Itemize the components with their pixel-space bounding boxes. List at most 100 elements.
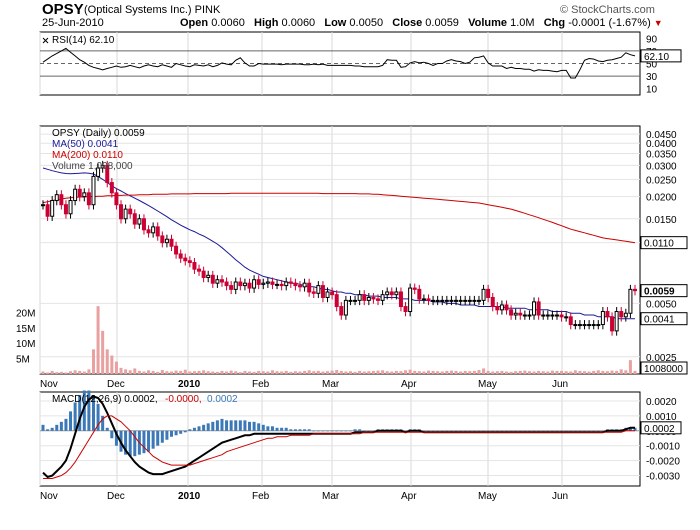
candle-body <box>96 167 101 177</box>
candle-body <box>151 226 156 234</box>
candle-body <box>348 299 353 302</box>
volume-bar <box>422 371 426 374</box>
volume-bar <box>275 371 279 374</box>
price-legend-item: OPSY (Daily) 0.0059 <box>52 128 145 139</box>
price-panel <box>39 125 641 375</box>
candle-body <box>155 226 160 237</box>
volume-bar <box>234 371 238 374</box>
volume-bar <box>573 370 577 374</box>
candle-body <box>444 299 449 302</box>
volume-bar <box>550 370 554 374</box>
macd-histogram-bar <box>518 430 522 432</box>
candle-body <box>169 238 174 247</box>
price-legend-item: MA(200) 0.0110 <box>52 150 123 161</box>
volume-bar <box>192 371 196 374</box>
macd-histogram-bar <box>569 430 573 432</box>
stat-close-label: Close 0.0059 <box>392 17 459 29</box>
volume-tick-label: 15M <box>16 324 35 335</box>
volume-bar <box>394 370 398 374</box>
candle-body <box>174 245 179 255</box>
volume-bar <box>560 370 564 374</box>
candle-body <box>307 282 312 293</box>
volume-bar <box>532 371 536 374</box>
macd-histogram-bar <box>165 430 169 440</box>
candle-body <box>50 200 55 217</box>
macd-histogram-bar <box>91 394 95 431</box>
volume-bar <box>348 371 352 374</box>
volume-bar <box>587 371 591 374</box>
macd-histogram-bar <box>440 430 444 432</box>
volume-bar <box>202 370 206 374</box>
candle-body <box>261 282 266 285</box>
macd-histogram-bar <box>527 430 531 432</box>
ticker-symbol: OPSY <box>42 1 84 18</box>
candle-body <box>454 299 459 302</box>
macd-histogram-bar <box>344 430 348 432</box>
volume-bar <box>449 370 453 374</box>
macd-histogram-bar <box>87 390 91 431</box>
macd-histogram-bar <box>215 420 219 431</box>
macd-histogram-bar <box>101 415 105 431</box>
macd-histogram-bar <box>495 430 499 432</box>
macd-histogram-bar <box>330 430 334 432</box>
volume-bar <box>69 371 73 374</box>
macd-histogram-bar <box>505 430 509 432</box>
rsi-tick-label: 30 <box>646 72 658 83</box>
quote-stats: Open 0.0060 High 0.0060 Low 0.0050 Close… <box>180 17 663 29</box>
volume-bar <box>583 371 587 374</box>
volume-bar <box>165 371 169 374</box>
macd-histogram-bar <box>156 430 160 446</box>
candle-body <box>320 285 325 298</box>
volume-bar <box>454 370 458 374</box>
macd-histogram-bar <box>321 430 325 432</box>
volume-bar <box>137 370 141 374</box>
volume-bar <box>339 370 343 374</box>
candle-body <box>63 204 68 215</box>
volume-bar <box>206 371 210 374</box>
watermark[interactable]: © StockCharts.com <box>560 4 655 16</box>
macd-tick-label: -0.0010 <box>646 442 680 453</box>
volume-bar <box>463 370 467 374</box>
macd-histogram-bar <box>555 430 559 432</box>
macd-histogram-bar <box>449 430 453 432</box>
volume-tick-label: 20M <box>16 308 35 319</box>
volume-bar <box>404 370 408 374</box>
candle-body <box>605 311 610 318</box>
rsi-legend: RSI(14) 62.10 <box>52 35 115 46</box>
macd-histogram-bar <box>128 430 132 457</box>
volume-bar <box>578 370 582 374</box>
candle-body <box>472 299 477 302</box>
candle-body <box>421 298 426 301</box>
volume-bar <box>316 370 320 374</box>
volume-bar <box>523 370 527 374</box>
macd-histogram-bar <box>41 424 45 431</box>
quote-date: 25-Jun-2010 <box>42 17 104 29</box>
macd-histogram-bar <box>303 429 307 431</box>
volume-tick-label: 5M <box>16 355 30 366</box>
candle-body <box>353 299 358 302</box>
candle-body <box>481 288 486 301</box>
macd-histogram-bar <box>482 430 486 432</box>
candle-body <box>614 311 619 332</box>
stat-high-label: High 0.0060 <box>254 17 316 29</box>
candle-body <box>233 281 238 290</box>
volume-bar <box>142 371 146 374</box>
volume-bar <box>417 371 421 374</box>
volume-bar <box>358 370 362 374</box>
volume-bar <box>119 367 123 374</box>
candle-body <box>284 281 289 287</box>
volume-last-badge-text: 1008000 <box>644 364 683 375</box>
candle-body <box>536 301 541 316</box>
candle-body <box>109 182 114 194</box>
macd-histogram-bar <box>55 424 59 431</box>
volume-bar <box>491 371 495 374</box>
macd-histogram-bar <box>234 420 238 431</box>
candle-body <box>504 304 509 311</box>
macd-legend-signal: -0.0000, <box>165 394 202 405</box>
stat-chg-value: -0.0001 (-1.67%) <box>568 17 651 29</box>
macd-histogram-bar <box>550 430 554 432</box>
volume-bar <box>50 370 54 374</box>
volume-bar <box>238 372 242 374</box>
volume-bar <box>527 371 531 374</box>
candle-body <box>495 306 500 311</box>
